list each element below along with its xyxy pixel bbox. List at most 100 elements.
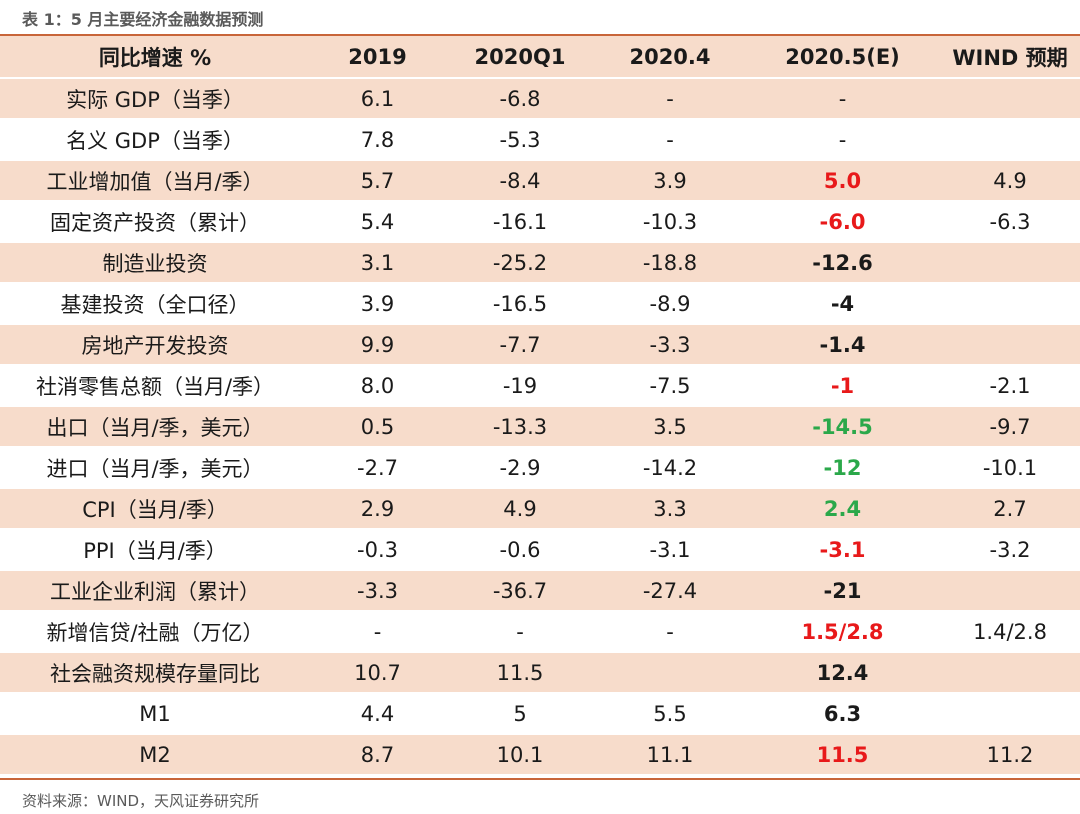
bottom-rule bbox=[0, 778, 1080, 780]
value-2019-cell: - bbox=[310, 611, 445, 653]
indicator-cell: 社会融资规模存量同比 bbox=[0, 652, 310, 694]
table-row: PPI（当月/季） -0.3 -0.6 -3.1 -3.1 -3.2 bbox=[0, 529, 1080, 571]
value-2020-4-cell: -7.5 bbox=[595, 365, 745, 407]
value-2020-4-cell: -10.3 bbox=[595, 201, 745, 243]
indicator-cell: CPI（当月/季） bbox=[0, 488, 310, 530]
value-2020-4-cell: -14.2 bbox=[595, 447, 745, 489]
table-row: 新增信贷/社融（万亿） - - -1.5/2.8 1.4/2.8 bbox=[0, 611, 1080, 653]
forecast-2020-5e-cell: - bbox=[745, 119, 940, 161]
value-2020q1-cell: -16.1 bbox=[445, 201, 595, 243]
table-row: 实际 GDP（当季） 6.1 -6.8- - bbox=[0, 78, 1080, 120]
value-2019-cell: 8.0 bbox=[310, 365, 445, 407]
value-2019-cell: -0.3 bbox=[310, 529, 445, 571]
forecast-2020-5e-cell: -1 bbox=[745, 365, 940, 407]
value-2020-4-cell: - bbox=[595, 611, 745, 653]
value-2020q1-cell: -7.7 bbox=[445, 324, 595, 366]
header-indicator: 同比增速 % bbox=[0, 36, 310, 79]
forecast-2020-5e-cell: -3.1 bbox=[745, 529, 940, 571]
indicator-cell: 实际 GDP（当季） bbox=[0, 78, 310, 120]
indicator-cell: 基建投资（全口径） bbox=[0, 283, 310, 325]
header-2020-4: 2020.4 bbox=[595, 36, 745, 79]
table-row: CPI（当月/季） 2.9 4.9 3.3 2.4 2.7 bbox=[0, 488, 1080, 530]
indicator-cell: M2 bbox=[0, 734, 310, 776]
indicator-cell: 名义 GDP（当季） bbox=[0, 119, 310, 161]
value-2020q1-cell: 4.9 bbox=[445, 488, 595, 530]
wind-expected-cell: -2.1 bbox=[940, 365, 1080, 407]
value-2020-4-cell: -3.1 bbox=[595, 529, 745, 571]
wind-expected-cell bbox=[940, 78, 1080, 120]
value-2019-cell: -3.3 bbox=[310, 570, 445, 612]
forecast-2020-5e-cell: 6.3 bbox=[745, 693, 940, 735]
indicator-cell: 制造业投资 bbox=[0, 242, 310, 284]
value-2020-4-cell: 3.9 bbox=[595, 160, 745, 202]
value-2019-cell: 9.9 bbox=[310, 324, 445, 366]
value-2020-4-cell: 3.5 bbox=[595, 406, 745, 448]
value-2020-4-cell: -3.3 bbox=[595, 324, 745, 366]
forecast-2020-5e-cell: -6.0 bbox=[745, 201, 940, 243]
wind-expected-cell bbox=[940, 283, 1080, 325]
value-2020q1-cell: -16.5 bbox=[445, 283, 595, 325]
value-2020q1-cell: -0.6 bbox=[445, 529, 595, 571]
table-caption: 表 1：5 月主要经济金融数据预测 bbox=[22, 10, 264, 29]
table-row: 固定资产投资（累计） 5.4 -16.1 -10.3 -6.0 -6.3 bbox=[0, 201, 1080, 243]
wind-expected-cell: -10.1 bbox=[940, 447, 1080, 489]
forecast-2020-5e-cell: -12.6 bbox=[745, 242, 940, 284]
value-2020q1-cell: 10.1 bbox=[445, 734, 595, 776]
indicator-cell: 新增信贷/社融（万亿） bbox=[0, 611, 310, 653]
value-2019-cell: 10.7 bbox=[310, 652, 445, 694]
value-2019-cell: -2.7 bbox=[310, 447, 445, 489]
table-body: 实际 GDP（当季） 6.1 -6.8- - 名义 GDP（当季） 7.8 -5.3- - 工业… bbox=[0, 78, 1080, 776]
value-2020-4-cell: -27.4 bbox=[595, 570, 745, 612]
value-2020q1-cell: -2.9 bbox=[445, 447, 595, 489]
value-2020-4-cell bbox=[595, 652, 745, 694]
indicator-cell: 社消零售总额（当月/季） bbox=[0, 365, 310, 407]
indicator-cell: 工业企业利润（累计） bbox=[0, 570, 310, 612]
value-2019-cell: 5.7 bbox=[310, 160, 445, 202]
value-2020-4-cell: -8.9 bbox=[595, 283, 745, 325]
value-2020q1-cell: -13.3 bbox=[445, 406, 595, 448]
wind-expected-cell bbox=[940, 324, 1080, 366]
wind-expected-cell bbox=[940, 242, 1080, 284]
header-2019: 2019 bbox=[310, 36, 445, 79]
value-2020q1-cell: -8.4 bbox=[445, 160, 595, 202]
indicator-cell: 工业增加值（当月/季） bbox=[0, 160, 310, 202]
table-row: 基建投资（全口径） 3.9 -16.5 -8.9 -4 bbox=[0, 283, 1080, 325]
indicator-cell: 房地产开发投资 bbox=[0, 324, 310, 366]
value-2019-cell: 5.4 bbox=[310, 201, 445, 243]
table-row: 社消零售总额（当月/季） 8.0 -19 -7.5 -1 -2.1 bbox=[0, 365, 1080, 407]
indicator-cell: M1 bbox=[0, 693, 310, 735]
table-row: M1 4.4 5 5.5 6.3 bbox=[0, 693, 1080, 735]
table-row: 制造业投资 3.1 -25.2 -18.8 -12.6 bbox=[0, 242, 1080, 284]
value-2020q1-cell: -6.8 bbox=[445, 78, 595, 120]
value-2020-4-cell: - bbox=[595, 119, 745, 161]
table-row: 工业增加值（当月/季） 5.7 -8.4 3.9 5.0 4.9 bbox=[0, 160, 1080, 202]
value-2019-cell: 3.9 bbox=[310, 283, 445, 325]
forecast-2020-5e-cell: -4 bbox=[745, 283, 940, 325]
wind-expected-cell: -9.7 bbox=[940, 406, 1080, 448]
value-2019-cell: 4.4 bbox=[310, 693, 445, 735]
value-2019-cell: 0.5 bbox=[310, 406, 445, 448]
table-header-row: 同比增速 % 2019 2020Q1 2020.4 2020.5(E) WIND… bbox=[0, 36, 1080, 79]
indicator-cell: PPI（当月/季） bbox=[0, 529, 310, 571]
source-note: 资料来源：WIND，天风证券研究所 bbox=[22, 792, 260, 810]
forecast-2020-5e-cell: 2.4 bbox=[745, 488, 940, 530]
wind-expected-cell bbox=[940, 570, 1080, 612]
forecast-table: 同比增速 % 2019 2020Q1 2020.4 2020.5(E) WIND… bbox=[0, 36, 1080, 776]
wind-expected-cell: 11.2 bbox=[940, 734, 1080, 776]
header-2020q1: 2020Q1 bbox=[445, 36, 595, 79]
forecast-2020-5e-cell: -1.4 bbox=[745, 324, 940, 366]
value-2019-cell: 8.7 bbox=[310, 734, 445, 776]
wind-expected-cell bbox=[940, 693, 1080, 735]
table-row: M2 8.7 10.1 11.1 11.5 11.2 bbox=[0, 734, 1080, 776]
forecast-2020-5e-cell: -14.5 bbox=[745, 406, 940, 448]
value-2020q1-cell: -36.7 bbox=[445, 570, 595, 612]
wind-expected-cell: 1.4/2.8 bbox=[940, 611, 1080, 653]
header-wind-expected: WIND 预期 bbox=[940, 36, 1080, 79]
value-2020q1-cell: -19 bbox=[445, 365, 595, 407]
value-2020-4-cell: - bbox=[595, 78, 745, 120]
table-row: 进口（当月/季，美元） -2.7 -2.9 -14.2 -12 -10.1 bbox=[0, 447, 1080, 489]
value-2020q1-cell: 5 bbox=[445, 693, 595, 735]
header-2020-5e: 2020.5(E) bbox=[745, 36, 940, 79]
wind-expected-cell: -3.2 bbox=[940, 529, 1080, 571]
table-row: 房地产开发投资 9.9 -7.7 -3.3 -1.4 bbox=[0, 324, 1080, 366]
